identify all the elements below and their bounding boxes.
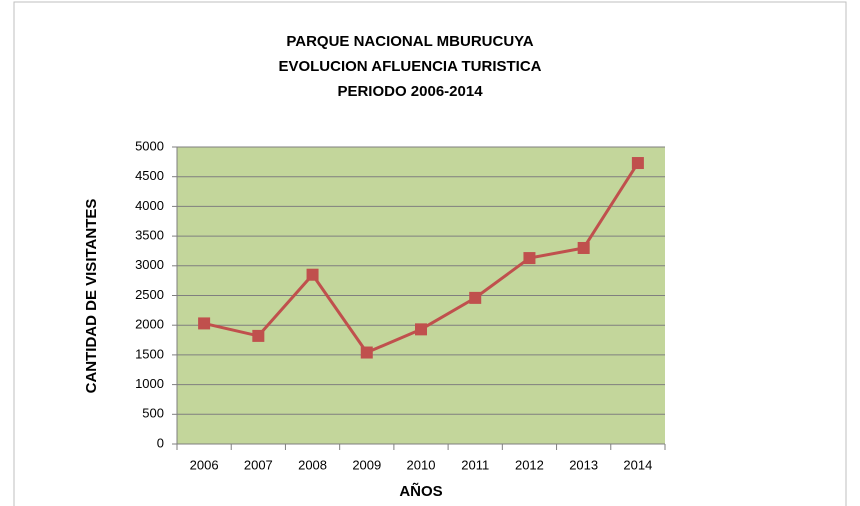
- x-tick-label: 2008: [298, 457, 327, 472]
- y-tick-label: 500: [142, 406, 164, 421]
- chart-title: PERIODO 2006-2014: [337, 83, 483, 100]
- x-tick-label: 2011: [461, 457, 489, 472]
- y-axis-title: CANTIDAD DE VISITANTES: [83, 199, 100, 394]
- x-tick-label: 2013: [569, 457, 598, 472]
- marker: [415, 323, 427, 336]
- chart-title: PARQUE NACIONAL MBURUCUYA: [286, 33, 533, 50]
- x-tick-label: 2014: [623, 457, 652, 472]
- x-tick-label: 2007: [244, 457, 273, 472]
- marker: [631, 157, 644, 170]
- y-tick-label: 2000: [135, 317, 164, 332]
- y-tick-label: 3500: [135, 228, 164, 243]
- chart-title: EVOLUCION AFLUENCIA TURISTICA: [278, 58, 541, 75]
- x-tick-label: 2006: [190, 457, 219, 472]
- x-axis-title: AÑOS: [399, 482, 442, 500]
- y-tick-label: 5000: [135, 138, 164, 153]
- y-tick-label: 4000: [135, 198, 164, 213]
- x-tick-label: 2010: [407, 457, 436, 472]
- marker: [306, 268, 319, 281]
- marker: [198, 317, 211, 330]
- marker: [577, 241, 590, 254]
- y-tick-label: 0: [157, 435, 164, 450]
- y-tick-label: 1000: [135, 376, 164, 391]
- y-tick-label: 4500: [135, 168, 164, 183]
- y-tick-label: 1500: [135, 346, 164, 361]
- x-tick-label: 2009: [352, 457, 381, 472]
- marker: [523, 252, 536, 265]
- marker: [360, 346, 373, 359]
- marker: [252, 329, 265, 342]
- y-tick-label: 2500: [135, 287, 164, 302]
- y-tick-label: 3000: [135, 257, 164, 272]
- marker: [469, 291, 482, 304]
- x-tick-label: 2012: [515, 457, 544, 472]
